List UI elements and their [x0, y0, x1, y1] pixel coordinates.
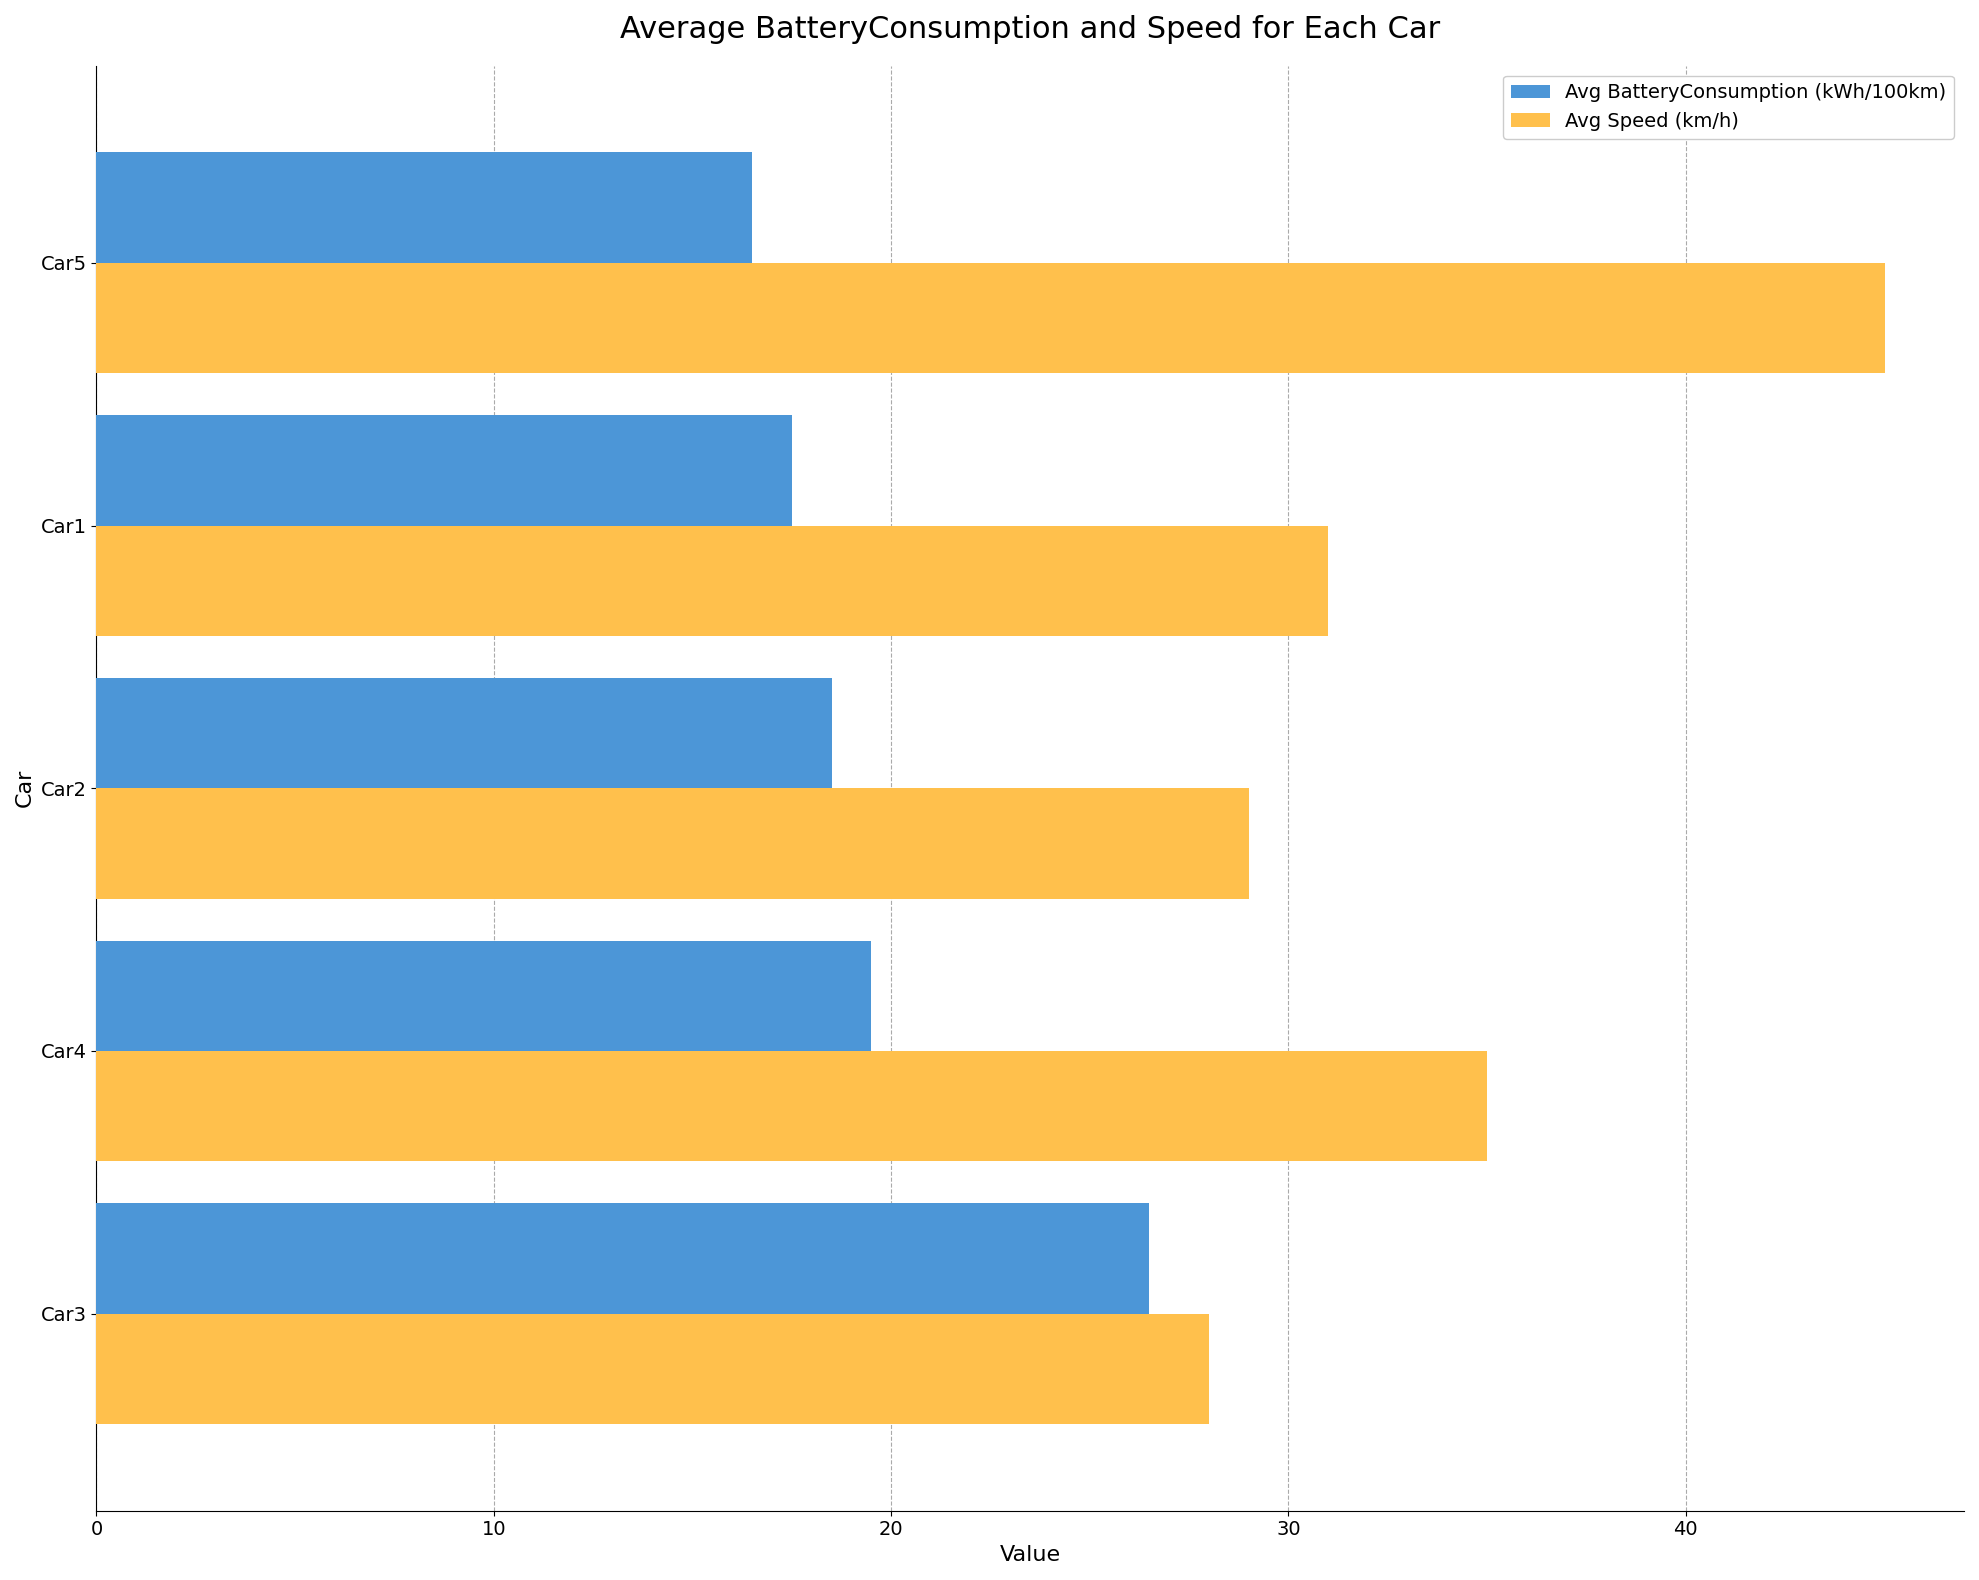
Legend: Avg BatteryConsumption (kWh/100km), Avg Speed (km/h): Avg BatteryConsumption (kWh/100km), Avg …: [1504, 76, 1955, 139]
Title: Average BatteryConsumption and Speed for Each Car: Average BatteryConsumption and Speed for…: [619, 14, 1441, 44]
Bar: [97, 678, 831, 788]
X-axis label: Value: Value: [999, 1545, 1061, 1566]
Bar: [97, 788, 1249, 899]
Bar: [97, 262, 1884, 373]
Bar: [97, 153, 752, 262]
Bar: [97, 1204, 1150, 1313]
Y-axis label: Car: Car: [16, 769, 36, 807]
Bar: [97, 1313, 1209, 1424]
Bar: [97, 940, 871, 1051]
Bar: [97, 1051, 1486, 1161]
Bar: [97, 416, 792, 526]
Bar: [97, 526, 1328, 635]
